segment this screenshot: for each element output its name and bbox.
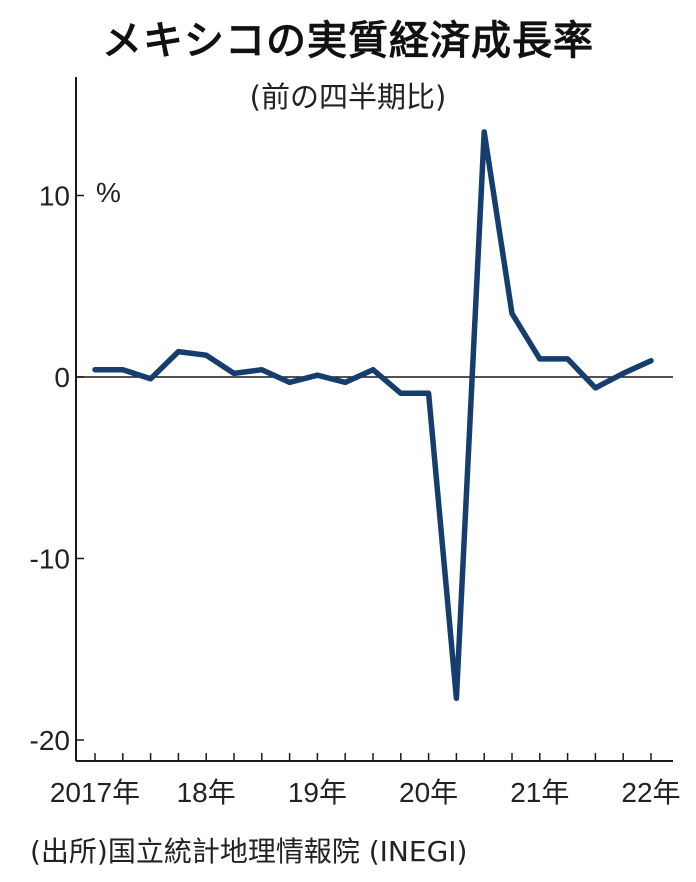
y-tick-label: -20: [30, 725, 70, 756]
x-tick-label: 22年: [621, 777, 680, 808]
chart-title: メキシコの実質経済成長率: [102, 18, 594, 64]
x-axis-ticks: 2017年 18年 19年 20年 21年 22年: [50, 753, 681, 808]
x-tick-label: 21年: [510, 777, 569, 808]
source-note: (出所)国立統計地理情報院 (INEGI): [30, 835, 468, 868]
chart-subtitle: (前の四半期比): [249, 80, 447, 114]
x-tick-label: 20年: [399, 777, 458, 808]
x-tick-label: 19年: [288, 777, 347, 808]
x-tick-label: 2017年: [50, 777, 140, 808]
y-tick-label: -10: [30, 544, 70, 575]
y-axis-unit: %: [96, 177, 121, 208]
y-tick-label: 10: [39, 181, 70, 212]
axes: [75, 77, 673, 762]
y-axis-ticks: 10 0 -10 -20: [30, 181, 84, 756]
gdp-growth-line: [92, 129, 654, 702]
x-tick-label: 18年: [177, 777, 236, 808]
y-tick-label: 0: [54, 362, 70, 393]
